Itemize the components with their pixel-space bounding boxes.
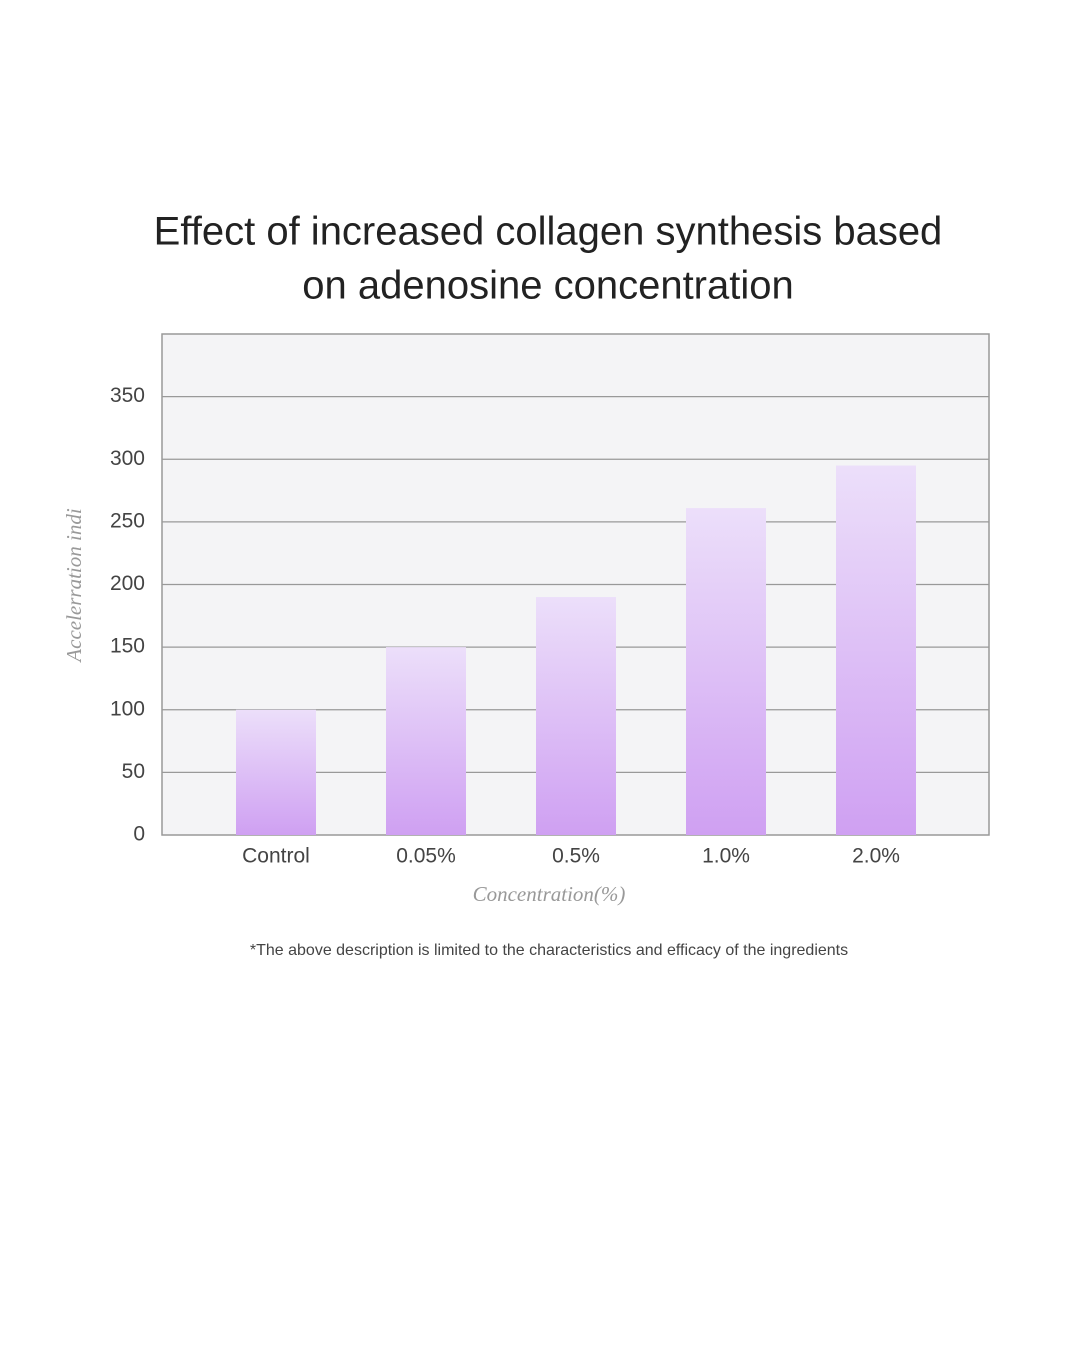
bar — [686, 508, 766, 835]
y-tick-label: 200 — [110, 572, 145, 595]
x-tick-label: Control — [242, 845, 310, 868]
y-tick-label: 50 — [122, 760, 145, 783]
x-tick-label: 1.0% — [702, 845, 750, 868]
x-tick-label: 2.0% — [852, 845, 900, 868]
y-tick-label: 150 — [110, 635, 145, 658]
y-tick-label: 350 — [110, 384, 145, 407]
y-axis-label: Accelerration indi — [62, 508, 86, 664]
x-axis-label: Concentration(%) — [473, 882, 626, 906]
x-tick-label: 0.05% — [396, 845, 456, 868]
bar — [536, 597, 616, 835]
y-tick-label: 300 — [110, 447, 145, 470]
bar — [236, 709, 316, 835]
bar — [386, 647, 466, 835]
x-tick-label: 0.5% — [552, 845, 600, 868]
y-tick-label: 0 — [133, 823, 145, 846]
bar — [836, 465, 916, 835]
chart-title: Effect of increased collagen synthesis b… — [154, 210, 943, 254]
chart-title: on adenosine concentration — [302, 264, 793, 308]
y-tick-label: 250 — [110, 509, 145, 532]
footnote: *The above description is limited to the… — [250, 942, 848, 959]
y-tick-label: 100 — [110, 697, 145, 720]
